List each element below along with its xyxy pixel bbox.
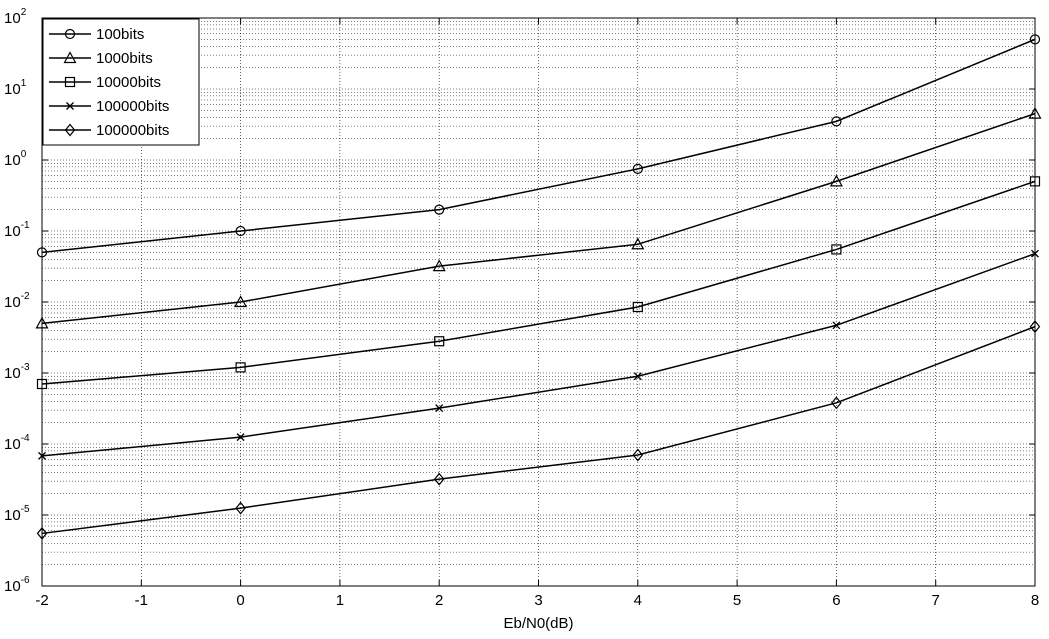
x-marker	[38, 451, 46, 460]
diamond-marker	[64, 123, 76, 137]
triangle-marker	[1028, 106, 1042, 119]
major-grid	[42, 18, 1035, 586]
x-marker-stroke	[38, 451, 46, 460]
x-axis-label: Eb/N0(dB)	[503, 615, 573, 632]
y-tick-label: 10-4	[4, 433, 30, 453]
x-tick-label: 3	[534, 592, 542, 609]
x-tick-label: 4	[634, 592, 642, 609]
series-line	[41, 112, 1036, 325]
circle-marker	[235, 225, 246, 237]
square-marker	[1029, 176, 1041, 187]
legend-label: 10000bits	[96, 74, 161, 91]
x-marker	[236, 433, 245, 442]
x-tick-label: 1	[336, 592, 344, 609]
legend-entry: 10000bits	[49, 74, 161, 91]
series-line	[41, 252, 1036, 457]
y-tick-label: 10-2	[4, 291, 30, 311]
legend-entry: 100000bits	[49, 98, 169, 115]
triangle-marker	[829, 174, 843, 187]
x-marker-stroke	[66, 102, 74, 110]
x-marker-stroke	[633, 372, 642, 381]
legend-label: 100000bits	[96, 122, 169, 139]
series-4	[38, 249, 1039, 460]
x-tick-label: 0	[236, 592, 244, 609]
square-marker	[36, 378, 48, 390]
y-tick-label: 10-1	[4, 220, 30, 240]
series-3	[36, 176, 1041, 390]
circle-marker	[434, 204, 445, 215]
y-tick-label: 101	[4, 78, 27, 98]
diamond-marker	[235, 501, 246, 515]
triangle-marker	[432, 259, 446, 272]
y-axis: 10-6 10-5 10-4 10-3 10-2 10-1 100 101 102	[4, 7, 1035, 595]
x-tick-label: 6	[832, 592, 840, 609]
triangle-marker	[631, 237, 645, 250]
minor-grid	[42, 20, 1035, 565]
x-marker-stroke	[832, 321, 841, 330]
square-marker	[434, 336, 445, 347]
x-marker-stroke	[1031, 249, 1039, 258]
legend-label: 100000bits	[96, 98, 169, 115]
triangle-marker	[63, 51, 77, 64]
triangle-marker	[234, 295, 248, 308]
legend-label: 100bits	[96, 26, 144, 43]
legend: 100bits 1000bits 10000bits 100000bits 100000…	[42, 18, 200, 146]
y-tick-label: 100	[4, 149, 27, 169]
series-line	[41, 180, 1036, 385]
circle-marker	[632, 163, 643, 174]
diamond-marker	[632, 448, 644, 462]
y-tick-label: 10-5	[4, 504, 30, 524]
square-marker	[632, 301, 643, 313]
circle-marker	[64, 28, 76, 40]
diamond-marker	[831, 396, 842, 410]
x-marker	[1031, 249, 1039, 258]
square-marker	[64, 76, 76, 88]
x-marker	[832, 321, 841, 330]
legend-entry: 1000bits	[49, 50, 153, 67]
circle-marker	[831, 116, 842, 127]
series-1	[36, 34, 1041, 258]
x-marker	[435, 404, 444, 413]
x-tick-label: 7	[932, 592, 940, 609]
y-tick-label: 102	[4, 7, 27, 27]
diamond-marker	[36, 526, 48, 540]
x-marker	[66, 102, 74, 110]
x-tick-label: -2	[35, 592, 48, 609]
square-marker	[831, 244, 842, 255]
legend-label: 1000bits	[96, 50, 153, 67]
series-line	[41, 325, 1036, 535]
x-marker-stroke	[236, 433, 245, 442]
legend-entry: 100bits	[49, 26, 144, 43]
series-5	[36, 320, 1041, 540]
series-layer	[35, 34, 1042, 540]
triangle-marker	[35, 316, 49, 329]
y-tick-label: 10-3	[4, 362, 30, 382]
x-tick-label: -1	[135, 592, 148, 609]
square-marker	[235, 362, 246, 373]
legend-entry: 100000bits	[49, 122, 169, 139]
circle-marker	[1029, 34, 1041, 45]
x-marker	[633, 372, 642, 381]
y-tick-label: 10-6	[4, 575, 30, 595]
circle-marker	[36, 247, 48, 258]
series-line	[41, 38, 1036, 254]
x-tick-label: 2	[435, 592, 443, 609]
x-marker-stroke	[435, 404, 444, 413]
diamond-marker	[433, 472, 445, 486]
x-tick-label: 8	[1031, 592, 1039, 609]
series-2	[35, 106, 1042, 329]
x-tick-label: 5	[733, 592, 741, 609]
x-axis: -2 -1 0 1 2 3 4 5 6 7 8	[35, 18, 1039, 609]
diamond-marker	[1029, 320, 1041, 334]
